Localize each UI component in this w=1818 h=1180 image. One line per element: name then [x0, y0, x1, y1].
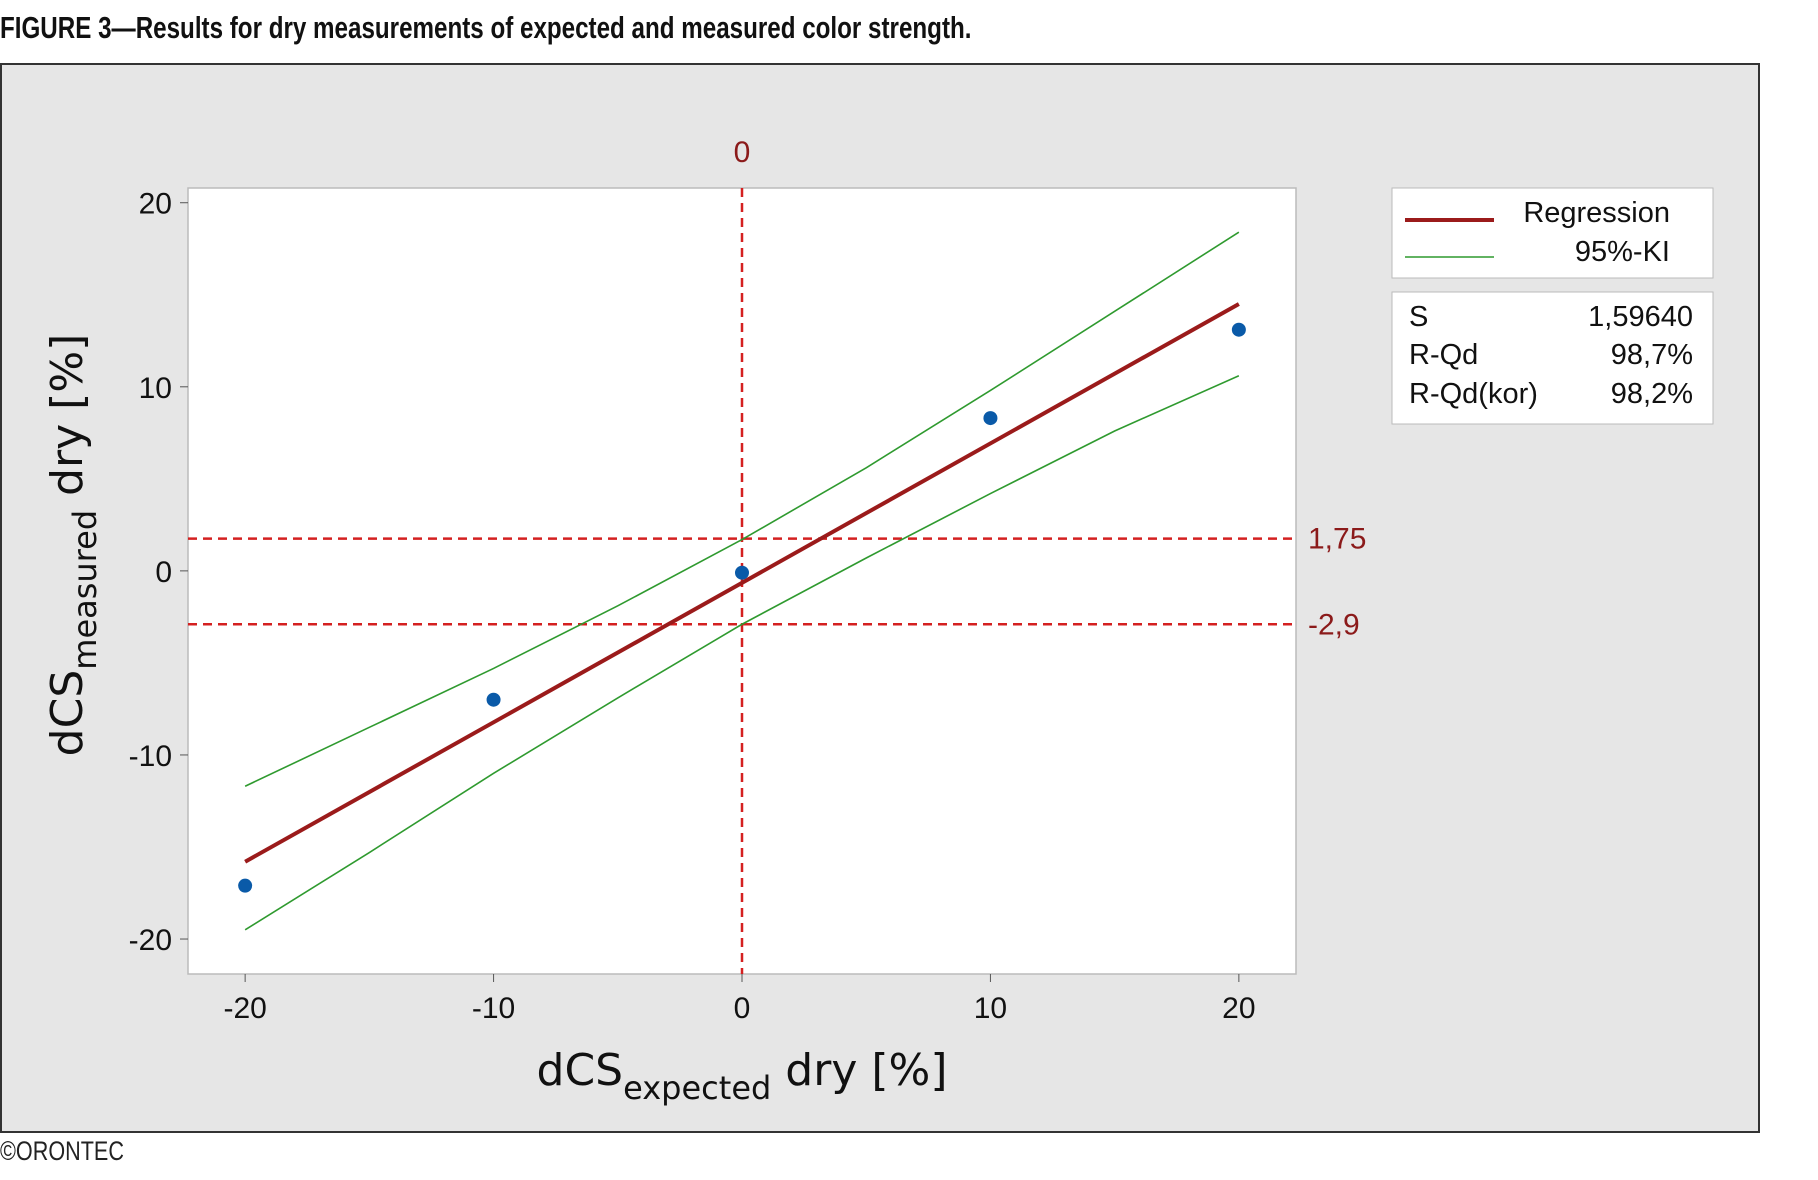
reference-label: 0 — [734, 136, 751, 169]
y-tick-label: 0 — [155, 556, 172, 589]
stat-value-rqd: 98,7% — [1611, 339, 1693, 371]
data-point — [238, 878, 253, 893]
data-point — [486, 692, 501, 707]
copyright: ©ORONTEC — [0, 1136, 124, 1166]
stat-label-s: S — [1409, 301, 1428, 333]
legend-label-regression: Regression — [1523, 197, 1670, 229]
regression-line — [244, 302, 1240, 864]
data-point — [1231, 322, 1246, 337]
x-axis-label: dCSexpected dry [%] — [537, 1045, 948, 1107]
y-tick-label: 20 — [139, 188, 172, 221]
x-tick-label: -20 — [223, 992, 266, 1025]
y-tick-label: 10 — [139, 372, 172, 405]
stat-value-rqd-kor: 98,2% — [1611, 378, 1693, 410]
reference-label: 1,75 — [1308, 523, 1366, 556]
x-tick-label: 10 — [974, 992, 1007, 1025]
y-tick-label: -20 — [129, 924, 172, 957]
stat-value-s: 1,59640 — [1588, 301, 1693, 333]
stat-label-rqd: R-Qd — [1409, 339, 1478, 371]
data-point — [735, 565, 749, 580]
reference-label: -2,9 — [1308, 608, 1360, 641]
ci-lower-line — [244, 375, 1240, 931]
y-tick-label: -10 — [129, 740, 172, 773]
data-point — [983, 411, 998, 426]
ci-upper-line — [244, 231, 1240, 787]
stats-box: S 1,59640 R-Qd 98,7% R-Qd(kor) 98,2% — [1391, 291, 1714, 425]
y-axis-label: dCSmeasured dry [%] — [42, 334, 104, 757]
x-tick-label: 20 — [1222, 992, 1255, 1025]
figure-title: FIGURE 3—Results for dry measurements of… — [0, 10, 972, 45]
stat-label-rqd-kor: R-Qd(kor) — [1409, 378, 1538, 410]
x-tick-label: -10 — [472, 992, 515, 1025]
x-tick-label: 0 — [734, 992, 751, 1025]
legend-label-ci: 95%-KI — [1575, 236, 1670, 268]
legend: Regression 95%-KI — [1391, 187, 1714, 279]
